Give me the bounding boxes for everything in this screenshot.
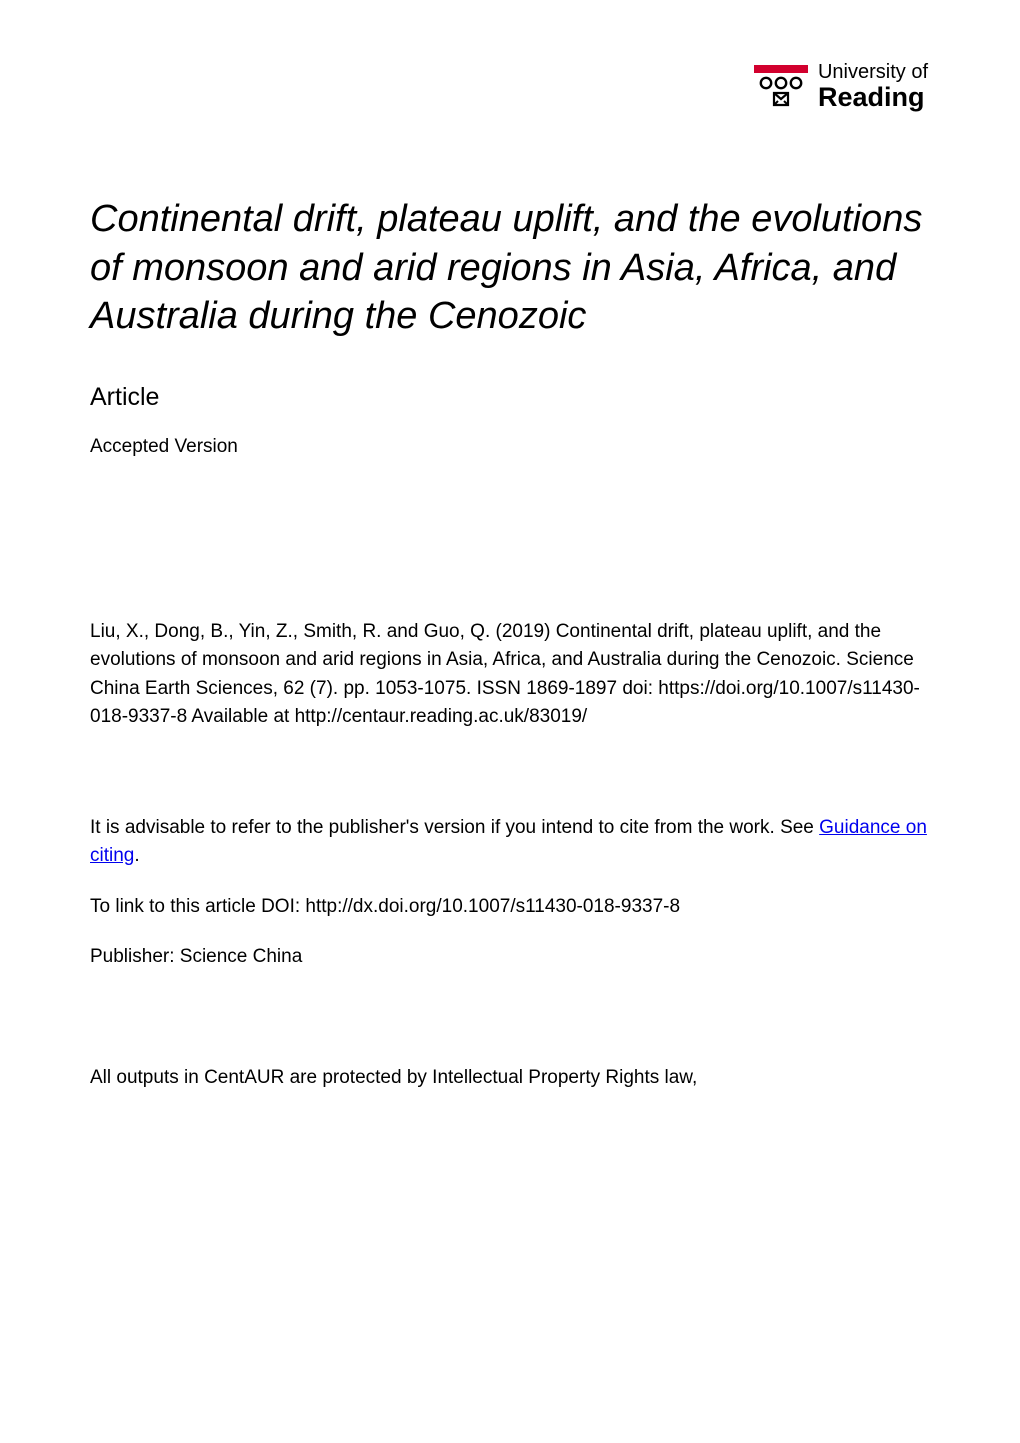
advice-prefix: It is advisable to refer to the publishe… xyxy=(90,817,819,838)
logo-mark xyxy=(754,65,808,109)
logo-text: University of Reading xyxy=(818,62,928,111)
logo-line2: Reading xyxy=(818,83,928,111)
article-type-label: Article xyxy=(90,383,930,412)
institution-logo: University of Reading xyxy=(754,62,928,111)
citation-advice: It is advisable to refer to the publishe… xyxy=(90,814,930,871)
publisher-line: Publisher: Science China xyxy=(90,943,930,972)
version-label: Accepted Version xyxy=(90,436,930,458)
document-title: Continental drift, plateau uplift, and t… xyxy=(90,195,930,341)
doi-line: To link to this article DOI: http://dx.d… xyxy=(90,893,930,922)
footer-rights-line: All outputs in CentAUR are protected by … xyxy=(90,1064,930,1093)
logo-line1: University of xyxy=(818,62,928,83)
advice-suffix: . xyxy=(134,845,139,866)
citation-text: Liu, X., Dong, B., Yin, Z., Smith, R. an… xyxy=(90,618,930,732)
